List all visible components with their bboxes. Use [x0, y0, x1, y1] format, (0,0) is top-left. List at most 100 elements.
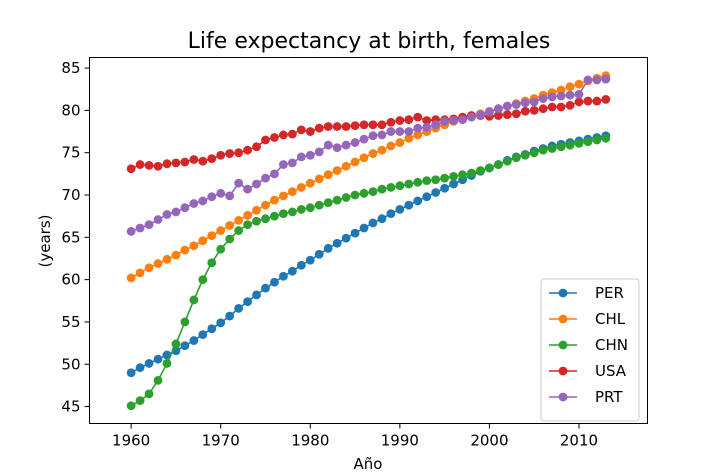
data-point — [422, 192, 432, 202]
data-point — [520, 150, 530, 160]
data-point — [225, 149, 235, 158]
data-point — [234, 148, 244, 158]
data-point — [207, 324, 217, 334]
series-chn — [126, 133, 611, 411]
data-point — [135, 396, 145, 406]
data-point — [153, 354, 163, 364]
data-point — [377, 130, 387, 140]
data-point — [252, 205, 261, 215]
data-point — [574, 79, 584, 89]
data-point — [565, 82, 575, 92]
data-point — [180, 245, 190, 255]
legend-item-chl: CHL — [549, 310, 626, 328]
data-point — [341, 122, 351, 131]
data-point — [198, 330, 208, 340]
data-point — [404, 115, 414, 125]
data-point — [493, 111, 503, 120]
data-point — [386, 117, 396, 127]
data-point — [243, 297, 252, 307]
data-point — [153, 375, 163, 385]
data-point — [171, 158, 181, 168]
data-point — [368, 218, 378, 228]
data-point — [279, 130, 288, 140]
data-point — [395, 116, 405, 125]
data-point — [243, 145, 252, 155]
data-point — [493, 104, 503, 114]
data-point — [216, 244, 226, 254]
data-point — [565, 140, 575, 150]
data-point — [198, 236, 208, 246]
y-tick-label: 60 — [61, 271, 80, 289]
data-point — [216, 226, 226, 235]
data-point — [126, 227, 136, 236]
data-point — [198, 196, 208, 206]
data-point — [323, 140, 333, 150]
data-point — [296, 125, 306, 135]
data-point — [287, 129, 297, 139]
data-point — [592, 75, 602, 85]
legend-label: USA — [595, 362, 627, 380]
data-point — [422, 122, 432, 132]
data-point — [279, 160, 288, 169]
data-point — [359, 134, 369, 144]
data-point — [341, 233, 351, 243]
data-point — [305, 255, 315, 265]
data-point — [422, 176, 432, 186]
data-point — [270, 277, 279, 287]
data-point — [225, 221, 235, 230]
y-axis-label: (years) — [36, 215, 54, 268]
data-point — [386, 209, 396, 219]
legend-label: PRT — [595, 388, 623, 406]
data-point — [592, 96, 602, 106]
legend-item-prt: PRT — [549, 388, 623, 406]
data-point — [413, 123, 423, 133]
data-point — [135, 363, 145, 373]
data-point — [440, 183, 450, 193]
data-point — [323, 243, 333, 253]
data-point — [252, 179, 261, 189]
data-point — [449, 179, 458, 189]
data-point — [261, 214, 270, 224]
data-point — [431, 120, 441, 130]
data-point — [520, 106, 530, 116]
data-point — [574, 138, 584, 148]
data-point — [243, 220, 252, 230]
data-point — [189, 199, 199, 208]
data-point — [189, 241, 199, 251]
data-point — [332, 143, 342, 153]
data-point — [502, 101, 512, 111]
data-point — [144, 389, 154, 399]
data-point — [126, 164, 136, 174]
data-point — [556, 102, 566, 112]
legend-marker — [558, 340, 568, 350]
data-point — [162, 159, 172, 169]
data-point — [314, 147, 324, 157]
data-point — [332, 195, 342, 205]
y-tick-label: 85 — [61, 59, 80, 77]
data-point — [270, 169, 279, 179]
data-point — [296, 152, 306, 162]
data-point — [377, 184, 387, 194]
data-point — [440, 116, 450, 126]
y-tick-label: 70 — [61, 186, 80, 204]
data-point — [440, 173, 450, 183]
data-point — [261, 135, 270, 145]
data-point — [574, 97, 584, 107]
data-point — [135, 268, 145, 278]
data-point — [234, 226, 244, 235]
data-point — [565, 100, 575, 110]
y-tick-label: 50 — [61, 355, 80, 373]
data-point — [180, 157, 190, 167]
data-point — [305, 127, 315, 136]
data-point — [252, 216, 261, 226]
data-point — [279, 191, 288, 201]
data-point — [314, 123, 324, 133]
data-point — [287, 158, 297, 168]
data-point — [270, 133, 279, 142]
data-point — [377, 214, 387, 224]
data-point — [252, 142, 261, 152]
data-point — [216, 150, 226, 160]
legend-label: CHN — [595, 336, 628, 354]
data-point — [511, 100, 521, 109]
